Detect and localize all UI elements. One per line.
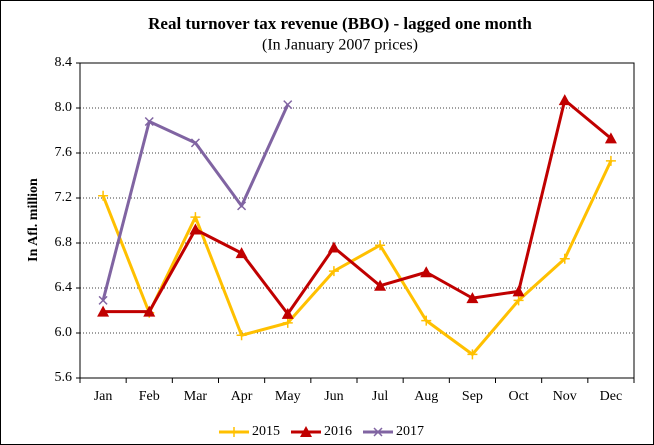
data-point — [512, 285, 525, 297]
data-point — [467, 349, 478, 360]
legend-label: 2015 — [252, 424, 280, 439]
data-point — [559, 253, 570, 264]
data-point — [144, 116, 154, 127]
data-point — [235, 247, 248, 259]
data-point — [375, 240, 386, 251]
legend-label: 2017 — [396, 424, 424, 439]
data-point — [189, 223, 202, 235]
data-point — [236, 330, 247, 341]
data-point — [283, 100, 293, 110]
data-point — [98, 190, 109, 201]
data-point — [605, 155, 616, 166]
legend-marker — [373, 427, 383, 437]
x-tick-label: Jun — [324, 389, 343, 404]
data-point — [466, 292, 479, 304]
y-tick-label: 5.6 — [55, 370, 73, 385]
x-tick-label: Sep — [462, 389, 483, 404]
y-tick-label: 8.0 — [55, 100, 73, 115]
chart-subtitle: (In January 2007 prices) — [262, 37, 418, 54]
x-tick-label: Aug — [414, 389, 438, 404]
data-point — [558, 94, 571, 106]
x-tick-label: Dec — [600, 389, 623, 404]
data-point — [237, 201, 247, 211]
y-tick-label: 6.4 — [55, 280, 73, 295]
legend-marker — [229, 427, 239, 437]
data-point — [328, 266, 339, 277]
x-tick-label: Mar — [184, 389, 208, 404]
x-tick-label: Nov — [553, 389, 577, 404]
series-line — [101, 160, 613, 356]
data-point — [421, 315, 432, 326]
data-point — [97, 305, 110, 317]
data-point — [98, 295, 108, 305]
x-tick-label: Jul — [372, 389, 388, 404]
data-point — [604, 132, 617, 144]
data-point — [420, 266, 433, 278]
y-tick-label: 7.2 — [55, 190, 73, 205]
data-point — [327, 241, 340, 253]
x-tick-label: Jan — [94, 389, 113, 404]
data-point — [282, 317, 293, 328]
data-point — [281, 307, 294, 319]
x-tick-label: Apr — [231, 389, 253, 404]
y-axis-label: In Afl. million — [26, 178, 41, 262]
x-tick-label: Oct — [508, 389, 528, 404]
legend-label: 2016 — [324, 424, 352, 439]
data-point — [190, 138, 200, 148]
data-point — [374, 279, 387, 291]
data-point — [513, 295, 524, 306]
series-line — [103, 98, 612, 316]
y-tick-label: 6.0 — [55, 325, 73, 340]
y-tick-label: 7.6 — [55, 145, 73, 160]
legend-marker — [300, 426, 312, 437]
y-tick-label: 8.4 — [55, 55, 73, 70]
x-tick-label: May — [275, 389, 301, 404]
data-point — [143, 305, 156, 317]
x-tick-label: Feb — [139, 389, 160, 404]
chart-title: Real turnover tax revenue (BBO) - lagged… — [148, 14, 532, 33]
data-point — [190, 212, 201, 223]
y-tick-label: 6.8 — [55, 235, 73, 250]
